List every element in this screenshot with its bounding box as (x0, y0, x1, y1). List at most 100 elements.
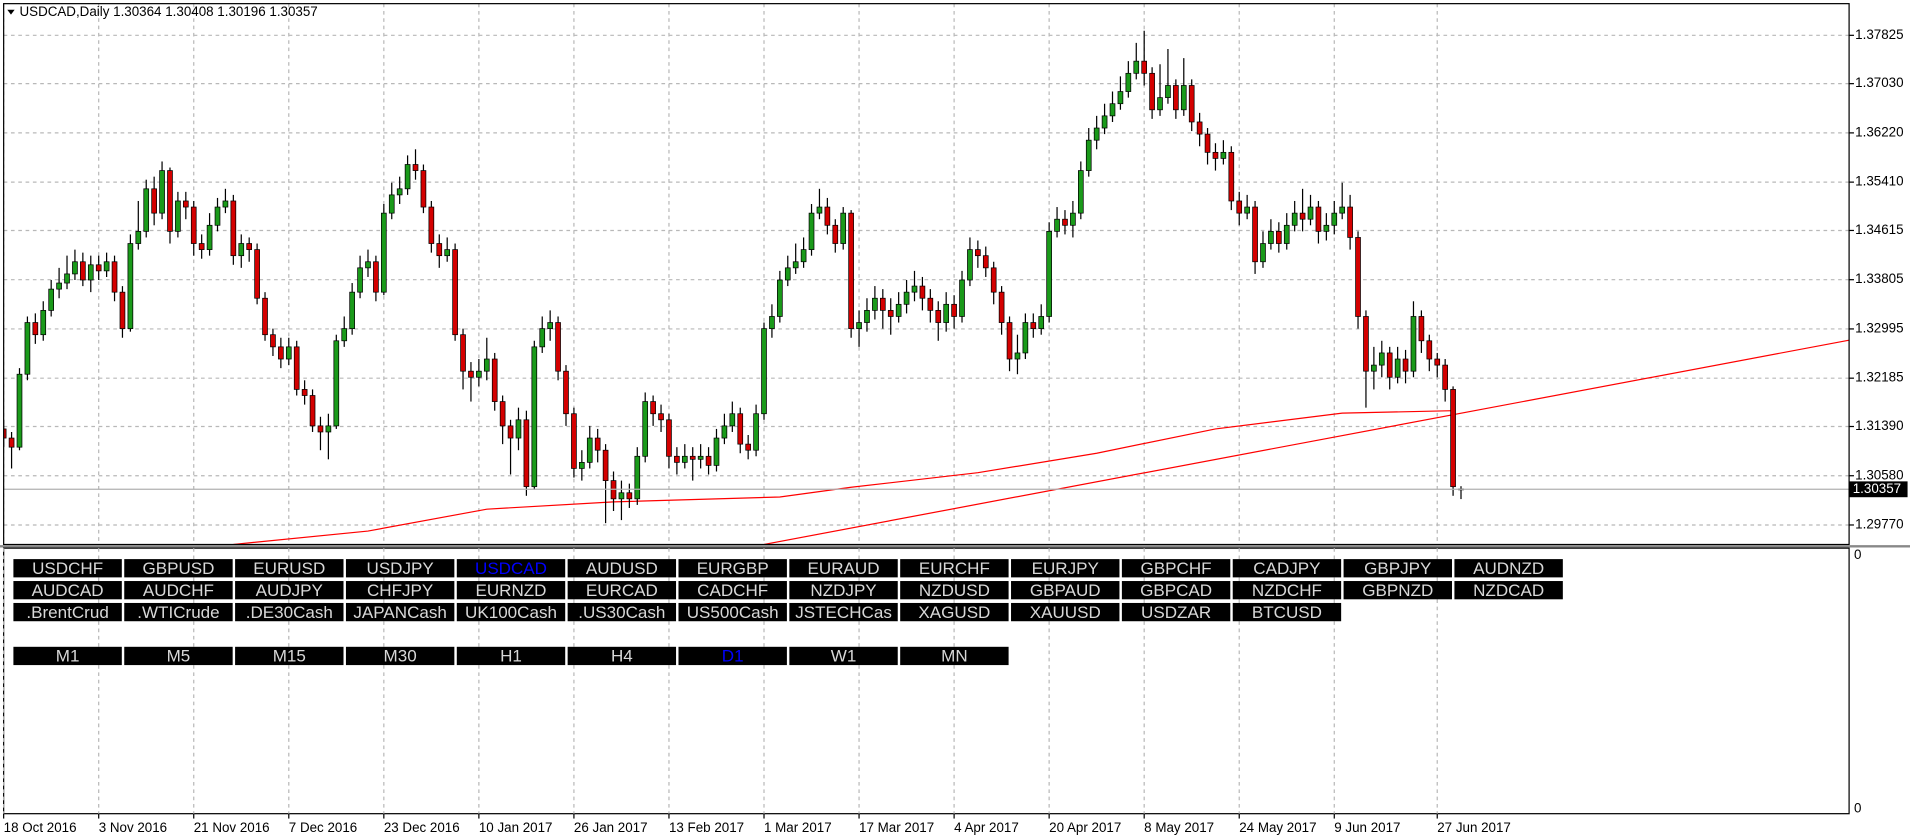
button-bg[interactable] (678, 559, 787, 578)
button-label[interactable]: GBPAUD (1030, 581, 1101, 600)
button-bg[interactable] (1121, 602, 1231, 622)
button-label[interactable]: GBPCHF (1141, 559, 1212, 578)
button-label[interactable]: AUDUSD (586, 559, 658, 578)
button-label[interactable]: D1 (722, 647, 744, 666)
button-bg[interactable] (345, 581, 455, 600)
button-label[interactable]: CADJPY (1253, 559, 1320, 578)
button-label[interactable]: H1 (500, 647, 522, 666)
button-bg[interactable] (1232, 581, 1342, 600)
button-label[interactable]: .DE30Cash (246, 603, 333, 622)
button-label[interactable]: GBPUSD (142, 559, 214, 578)
button-bg[interactable] (678, 646, 787, 666)
button-bg[interactable] (456, 581, 566, 600)
button-bg[interactable] (567, 581, 677, 600)
button-bg[interactable] (1121, 581, 1231, 600)
button-bg[interactable] (1232, 602, 1342, 622)
button-bg[interactable] (235, 646, 344, 666)
button-bg[interactable] (678, 581, 787, 600)
button-bg[interactable] (345, 602, 455, 622)
button-bg[interactable] (1011, 559, 1120, 578)
button-bg[interactable] (567, 646, 677, 666)
button-label[interactable]: NZDJPY (810, 581, 876, 600)
button-label[interactable]: NZDUSD (919, 581, 990, 600)
button-bg[interactable] (900, 646, 1009, 666)
button-label[interactable]: AUDJPY (256, 581, 323, 600)
button-label[interactable]: GBPJPY (1364, 559, 1431, 578)
button-label[interactable]: USDJPY (367, 559, 434, 578)
button-label[interactable]: EURCAD (586, 581, 658, 600)
button-bg[interactable] (1011, 602, 1120, 622)
button-label[interactable]: XAGUSD (918, 603, 990, 622)
button-label[interactable]: .US30Cash (578, 603, 665, 622)
button-label[interactable]: CADCHF (697, 581, 768, 600)
button-label[interactable]: CHFJPY (367, 581, 433, 600)
button-label[interactable]: EURJPY (1032, 559, 1099, 578)
candle-body (887, 310, 894, 317)
button-label[interactable]: M15 (273, 647, 306, 666)
button-bg[interactable] (1011, 581, 1120, 600)
button-bg[interactable] (13, 646, 122, 666)
button-bg[interactable] (789, 559, 898, 578)
button-bg[interactable] (900, 602, 1009, 622)
button-bg[interactable] (1454, 559, 1563, 578)
button-bg[interactable] (567, 559, 677, 578)
button-label[interactable]: NZDCHF (1252, 581, 1322, 600)
button-bg[interactable] (13, 559, 122, 578)
button-label[interactable]: M30 (384, 647, 417, 666)
button-bg[interactable] (13, 602, 122, 622)
button-bg[interactable] (13, 581, 122, 600)
button-label[interactable]: USDZAR (1141, 603, 1211, 622)
button-label[interactable]: H4 (611, 647, 633, 666)
button-label[interactable]: NZDCAD (1473, 581, 1544, 600)
button-label[interactable]: EURAUD (808, 559, 880, 578)
button-label[interactable]: AUDCHF (143, 581, 214, 600)
button-bg[interactable] (789, 646, 898, 666)
button-bg[interactable] (567, 602, 677, 622)
button-bg[interactable] (124, 581, 233, 600)
button-bg[interactable] (345, 559, 455, 578)
button-bg[interactable] (789, 581, 898, 600)
button-bg[interactable] (1121, 559, 1231, 578)
button-bg[interactable] (235, 559, 344, 578)
button-bg[interactable] (1232, 559, 1342, 578)
button-bg[interactable] (900, 559, 1009, 578)
button-bg[interactable] (1454, 581, 1563, 600)
button-label[interactable]: JSTECHCas (795, 603, 892, 622)
button-bg[interactable] (124, 559, 233, 578)
button-bg[interactable] (900, 581, 1009, 600)
button-label[interactable]: JAPANCash (353, 603, 446, 622)
button-label[interactable]: W1 (831, 647, 857, 666)
button-label[interactable]: AUDCAD (32, 581, 104, 600)
button-bg[interactable] (345, 646, 455, 666)
button-bg[interactable] (456, 602, 566, 622)
button-label[interactable]: EURCHF (919, 559, 990, 578)
button-bg[interactable] (124, 646, 233, 666)
menu-triangle[interactable] (7, 9, 15, 15)
button-label[interactable]: M1 (56, 647, 80, 666)
button-label[interactable]: EURGBP (697, 559, 769, 578)
button-label[interactable]: BTCUSD (1252, 603, 1322, 622)
button-bg[interactable] (1343, 581, 1452, 600)
button-label[interactable]: EURUSD (253, 559, 325, 578)
button-bg[interactable] (124, 602, 233, 622)
button-label[interactable]: .WTICrude (137, 603, 219, 622)
button-label[interactable]: XAUUSD (1030, 603, 1101, 622)
button-label[interactable]: USDCAD (475, 559, 547, 578)
button-label[interactable]: .BrentCrud (26, 603, 108, 622)
button-label[interactable]: GBPCAD (1140, 581, 1212, 600)
button-bg[interactable] (456, 646, 566, 666)
button-label[interactable]: USDCHF (32, 559, 103, 578)
button-label[interactable]: UK100Cash (465, 603, 557, 622)
button-label[interactable]: US500Cash (687, 603, 779, 622)
button-label[interactable]: AUDNZD (1473, 559, 1544, 578)
button-bg[interactable] (456, 559, 566, 578)
button-label[interactable]: EURNZD (475, 581, 546, 600)
button-bg[interactable] (1343, 559, 1452, 578)
button-label[interactable]: MN (941, 647, 968, 666)
button-bg[interactable] (235, 602, 344, 622)
button-label[interactable]: M5 (167, 647, 191, 666)
button-bg[interactable] (789, 602, 898, 622)
button-bg[interactable] (235, 581, 344, 600)
button-label[interactable]: GBPNZD (1362, 581, 1433, 600)
button-bg[interactable] (678, 602, 787, 622)
